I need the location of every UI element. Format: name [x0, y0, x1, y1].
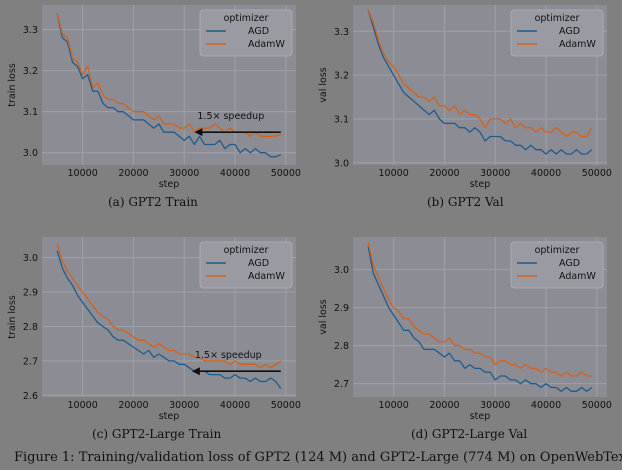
x-tick-label: 20000 — [429, 168, 459, 179]
x-axis-label: step — [470, 179, 491, 190]
y-tick-label: 2.8 — [23, 322, 38, 333]
x-tick-label: 20000 — [118, 168, 148, 179]
series-line-agd — [367, 9, 593, 155]
x-tick-label: 10000 — [379, 400, 409, 411]
x-tick-label: 50000 — [271, 400, 301, 411]
legend-title: optimizer — [224, 13, 269, 24]
x-tick-label: 50000 — [582, 400, 612, 411]
x-tick-label: 10000 — [68, 168, 98, 179]
y-tick-label: 3.0 — [23, 253, 38, 264]
subcaption-gpt2-val: (b) GPT2 Val — [427, 195, 504, 209]
legend-label-adamw: AdamW — [248, 39, 285, 50]
legend-title: optimizer — [535, 13, 580, 24]
legend-label-agd: AGD — [559, 26, 580, 37]
y-axis-label: train loss — [7, 63, 18, 107]
legend-title: optimizer — [224, 245, 269, 256]
y-tick-label: 3.1 — [23, 107, 38, 118]
y-tick-label: 2.6 — [23, 391, 38, 402]
x-tick-label: 30000 — [169, 168, 199, 179]
series-line-agd — [367, 246, 593, 392]
y-tick-label: 3.0 — [23, 148, 38, 159]
x-tick-label: 30000 — [169, 400, 199, 411]
chart-gpt2-val: 10000 20000 30000 40000 50000 3.0 3.1 3.2 3.3 ste… — [318, 5, 612, 190]
x-tick-label: 40000 — [531, 400, 561, 411]
y-tick-label: 3.0 — [334, 265, 349, 276]
y-tick-label: 3.2 — [23, 66, 38, 77]
x-tick-label: 10000 — [68, 400, 98, 411]
x-tick-label: 30000 — [480, 400, 510, 411]
x-tick-label: 20000 — [118, 400, 148, 411]
legend-label-agd: AGD — [559, 258, 580, 269]
speedup-arrow-head — [191, 367, 200, 376]
y-tick-label: 3.2 — [334, 71, 349, 82]
legend-label-adamw: AdamW — [559, 271, 596, 282]
legend-label-adamw: AdamW — [248, 271, 285, 282]
x-tick-label: 40000 — [220, 400, 250, 411]
subcaption-gpt2-large-val: (d) GPT2-Large Val — [411, 427, 528, 441]
speedup-annotation: 1.5× speedup — [197, 111, 264, 122]
y-tick-label: 2.8 — [334, 341, 349, 352]
x-tick-label: 30000 — [480, 168, 510, 179]
legend-label-agd: AGD — [248, 258, 269, 269]
x-tick-label: 50000 — [582, 168, 612, 179]
y-tick-label: 3.1 — [334, 114, 349, 125]
x-axis-label: step — [470, 411, 491, 422]
y-axis-label: val loss — [318, 299, 329, 335]
series-line-adamw — [367, 9, 593, 138]
chart-gpt2-train: 10000 20000 30000 40000 50000 3.0 3.1 3.2 3.3 ste… — [7, 5, 301, 190]
y-tick-label: 3.0 — [334, 158, 349, 169]
figure-caption: Figure 1: Training/validation loss of GP… — [14, 450, 622, 465]
speedup-arrow-head — [194, 128, 203, 137]
legend-label-agd: AGD — [248, 26, 269, 37]
series-line-adamw — [56, 243, 282, 369]
chart-gpt2-large-train: 10000 20000 30000 40000 50000 2.6 2.7 2.8 2.9 3.0… — [7, 237, 301, 422]
subcaption-gpt2-large-train: (c) GPT2-Large Train — [92, 427, 222, 441]
legend-title: optimizer — [535, 245, 580, 256]
legend-label-adamw: AdamW — [559, 39, 596, 50]
y-axis-label: val loss — [318, 67, 329, 103]
y-tick-label: 2.9 — [23, 288, 38, 299]
y-tick-label: 2.9 — [334, 303, 349, 314]
x-tick-label: 40000 — [531, 168, 561, 179]
x-tick-label: 50000 — [271, 168, 301, 179]
y-tick-label: 2.7 — [23, 356, 38, 367]
y-axis-label: train loss — [7, 295, 18, 339]
series-line-adamw — [367, 242, 592, 377]
speedup-annotation: 1.5× speedup — [195, 350, 262, 361]
x-axis-label: step — [159, 179, 180, 190]
y-tick-label: 2.7 — [334, 379, 349, 390]
chart-gpt2-large-val: 10000 20000 30000 40000 50000 2.7 2.8 2.9 3.0 ste… — [318, 237, 612, 422]
x-tick-label: 20000 — [429, 400, 459, 411]
y-tick-label: 3.3 — [23, 25, 38, 36]
series-line-agd — [56, 13, 282, 158]
x-tick-label: 40000 — [220, 168, 250, 179]
series-line-agd — [56, 250, 282, 389]
x-tick-label: 10000 — [379, 168, 409, 179]
y-tick-label: 3.3 — [334, 27, 349, 38]
subcaption-gpt2-train: (a) GPT2 Train — [108, 195, 198, 209]
x-axis-label: step — [159, 411, 180, 422]
